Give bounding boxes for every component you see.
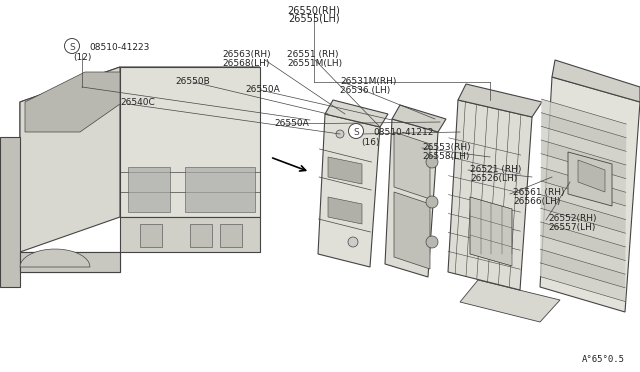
Text: 26551M(LH): 26551M(LH) [287, 58, 342, 67]
Polygon shape [25, 72, 120, 132]
Circle shape [336, 130, 344, 138]
Text: 26536 (LH): 26536 (LH) [340, 86, 390, 94]
Text: 26550A: 26550A [274, 119, 308, 128]
Polygon shape [552, 60, 640, 102]
Text: 26531M(RH): 26531M(RH) [340, 77, 396, 86]
Text: 26553(RH): 26553(RH) [422, 142, 470, 151]
Polygon shape [120, 67, 260, 217]
Polygon shape [385, 119, 438, 277]
Polygon shape [0, 137, 20, 287]
Polygon shape [540, 77, 640, 312]
Polygon shape [20, 252, 120, 272]
Polygon shape [541, 167, 626, 206]
Polygon shape [578, 160, 605, 192]
Polygon shape [20, 252, 120, 272]
Polygon shape [190, 224, 212, 247]
Text: 26551 (RH): 26551 (RH) [287, 49, 339, 58]
Polygon shape [185, 167, 255, 212]
Text: A°65°0.5: A°65°0.5 [582, 355, 625, 364]
Polygon shape [540, 235, 625, 274]
Circle shape [349, 124, 364, 138]
Text: 26555(LH): 26555(LH) [288, 13, 340, 23]
Text: 26557(LH): 26557(LH) [548, 222, 595, 231]
Text: 26566(LH): 26566(LH) [513, 196, 561, 205]
Polygon shape [392, 105, 446, 132]
Polygon shape [20, 67, 120, 252]
Text: S: S [353, 128, 359, 137]
Polygon shape [318, 114, 380, 267]
Text: 26550(RH): 26550(RH) [287, 5, 340, 15]
Polygon shape [448, 100, 532, 290]
Text: 26550A: 26550A [245, 84, 280, 93]
Circle shape [348, 237, 358, 247]
Circle shape [65, 38, 79, 54]
Text: 08510-41223: 08510-41223 [89, 42, 149, 51]
Text: (16): (16) [361, 138, 380, 147]
Polygon shape [458, 84, 542, 117]
Text: 26550B: 26550B [175, 77, 210, 86]
Circle shape [426, 236, 438, 248]
Polygon shape [220, 224, 242, 247]
Polygon shape [20, 249, 90, 267]
Polygon shape [394, 132, 430, 199]
Polygon shape [540, 208, 625, 247]
Text: 26521 (RH): 26521 (RH) [470, 164, 522, 173]
Circle shape [426, 156, 438, 168]
Polygon shape [540, 249, 625, 288]
Polygon shape [541, 126, 626, 165]
Polygon shape [541, 113, 627, 151]
Polygon shape [541, 154, 626, 192]
Polygon shape [540, 222, 625, 260]
Polygon shape [541, 140, 626, 179]
Polygon shape [140, 224, 162, 247]
Polygon shape [325, 100, 388, 127]
Text: S: S [69, 42, 75, 51]
Polygon shape [394, 192, 430, 269]
Text: 26558(LH): 26558(LH) [422, 151, 469, 160]
Polygon shape [541, 99, 627, 138]
Polygon shape [328, 157, 362, 184]
Polygon shape [540, 263, 625, 301]
Polygon shape [328, 197, 362, 224]
Polygon shape [470, 197, 512, 266]
Text: 08510-41212: 08510-41212 [373, 128, 433, 137]
Text: (12): (12) [73, 52, 91, 61]
Text: 26540C: 26540C [120, 97, 155, 106]
Polygon shape [20, 67, 260, 137]
Text: 26552(RH): 26552(RH) [548, 214, 596, 222]
Polygon shape [541, 181, 626, 219]
Text: 26526(LH): 26526(LH) [470, 173, 517, 183]
Polygon shape [120, 217, 260, 252]
Polygon shape [128, 167, 170, 212]
Polygon shape [460, 280, 560, 322]
Text: 26563(RH): 26563(RH) [222, 49, 271, 58]
Text: 26568(LH): 26568(LH) [222, 58, 269, 67]
Circle shape [426, 196, 438, 208]
Polygon shape [541, 195, 626, 233]
Text: 26561 (RH): 26561 (RH) [513, 187, 564, 196]
Polygon shape [568, 152, 612, 206]
